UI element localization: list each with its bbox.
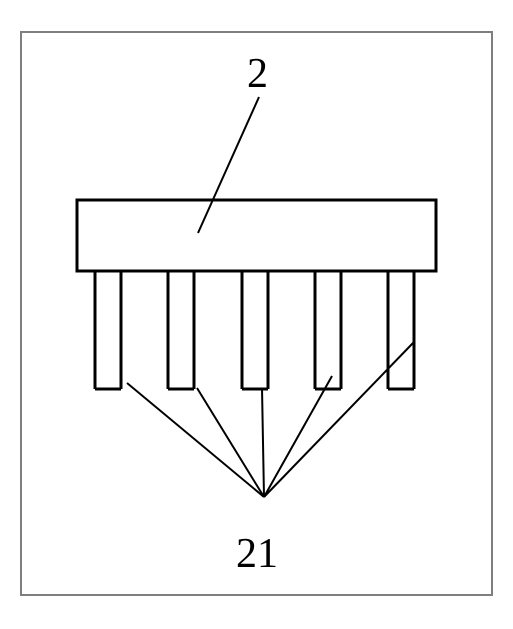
teeth-group [95,271,414,389]
fan-leader [262,388,264,497]
main-block [77,200,436,271]
fan-leader [264,343,413,497]
callout-leaders-21 [127,343,413,497]
fan-leader [197,388,264,497]
outer-frame [21,32,492,595]
callout-label-21: 21 [236,530,278,578]
fan-leader [127,383,264,497]
callout-label-2: 2 [247,50,268,98]
callout-leader-2 [198,97,259,233]
